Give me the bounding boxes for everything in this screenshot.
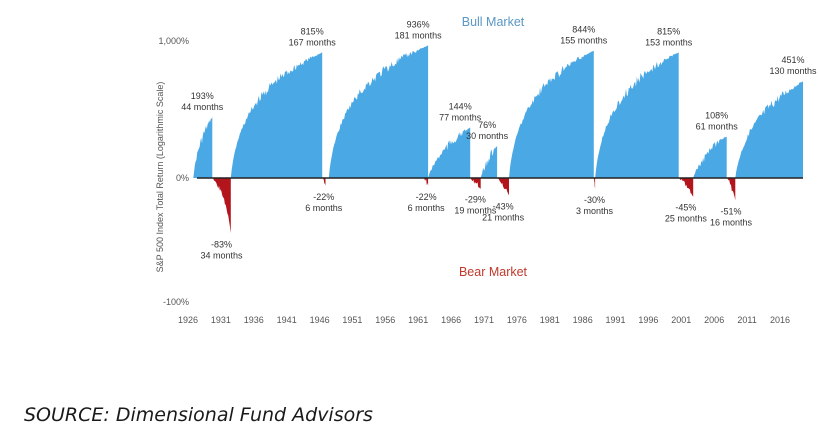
bull-duration-label: 30 months	[466, 131, 509, 141]
x-tick-labels: 1926 1931 1936 1941 1946 1951 1956 1961 1966 1971…	[178, 315, 790, 325]
x-tick-label: 1961	[408, 315, 428, 325]
x-tick-label: 1936	[244, 315, 264, 325]
x-tick-label: 1991	[605, 315, 625, 325]
bull-duration-label: 167 months	[289, 37, 337, 47]
bull-return-label: 451%	[781, 55, 804, 65]
bear-market-area	[212, 178, 231, 234]
bull-duration-label: 61 months	[696, 122, 739, 132]
bear-return-label: -83%	[211, 239, 232, 249]
bull-return-label: 144%	[449, 101, 472, 111]
bull-market-zone-label: Bull Market	[462, 15, 525, 29]
bear-duration-label: 6 months	[305, 203, 343, 213]
x-tick-label: 1996	[638, 315, 658, 325]
bear-market-area	[424, 178, 429, 186]
x-tick-label: 1981	[540, 315, 560, 325]
y-tick-label: 0%	[176, 173, 189, 183]
bull-return-label: 76%	[478, 120, 496, 130]
x-tick-label: 1976	[507, 315, 527, 325]
bear-market-area	[678, 178, 694, 197]
bear-market-area	[593, 178, 596, 190]
x-tick-label: 2006	[704, 315, 724, 325]
x-tick-label: 2011	[737, 315, 756, 325]
bear-return-label: -45%	[675, 203, 696, 213]
bear-market-area	[497, 178, 509, 196]
y-tick-labels: 1,000% 0% -100%	[158, 36, 189, 307]
bear-return-label: -30%	[584, 195, 605, 205]
x-tick-label: 2016	[770, 315, 790, 325]
x-tick-label: 1931	[211, 315, 231, 325]
x-tick-label: 1926	[178, 315, 198, 325]
bull-duration-label: 130 months	[769, 66, 817, 76]
bull-duration-label: 44 months	[181, 102, 224, 112]
bull-duration-label: 153 months	[645, 37, 693, 47]
bull-market-area	[480, 145, 498, 178]
bear-duration-label: 34 months	[200, 250, 243, 260]
y-tick-label: -100%	[163, 297, 189, 307]
bull-bear-market-chart: 1,000%0%-100% 1926 1931 1936 1941 1946 1951 19…	[155, 15, 817, 325]
x-tick-label: 1951	[342, 315, 362, 325]
bull-duration-label: 77 months	[439, 112, 482, 122]
bull-return-label: 815%	[657, 26, 680, 36]
bear-market-area	[322, 178, 326, 186]
bull-return-label: 936%	[407, 19, 430, 29]
bear-market-area	[470, 178, 481, 189]
x-tick-label: 1956	[375, 315, 395, 325]
bear-duration-label: 21 months	[482, 213, 525, 223]
bear-return-label: -22%	[416, 192, 437, 202]
bull-market-area	[595, 52, 679, 178]
bull-market-area	[230, 52, 323, 178]
bear-return-label: -29%	[465, 195, 486, 205]
source-caption: SOURCE: Dimensional Fund Advisors	[24, 404, 373, 426]
bear-duration-label: 19 months	[454, 206, 497, 216]
bull-return-label: 815%	[301, 26, 324, 36]
x-tick-label: 1986	[573, 315, 593, 325]
bear-duration-label: 16 months	[710, 217, 753, 227]
bear-duration-label: 3 months	[576, 206, 614, 216]
bull-market-area	[509, 50, 594, 179]
bull-return-label: 193%	[191, 91, 214, 101]
bear-return-label: -22%	[313, 192, 334, 202]
bull-market-area	[735, 81, 803, 178]
bull-market-area	[693, 136, 727, 178]
chart-areas	[193, 45, 803, 234]
x-tick-label: 1966	[441, 315, 461, 325]
bear-duration-label: 6 months	[408, 203, 446, 213]
bull-duration-label: 181 months	[395, 30, 443, 40]
bull-return-label: 108%	[705, 111, 728, 121]
bull-market-area	[193, 117, 213, 178]
bear-duration-label: 25 months	[665, 214, 708, 224]
y-axis-label: S&P 500 Index Total Return (Logarithmic …	[155, 82, 165, 273]
bear-return-label: -51%	[720, 206, 741, 216]
bear-return-label: -43%	[493, 202, 514, 212]
x-tick-label: 2001	[671, 315, 691, 325]
bear-market-area	[726, 178, 736, 201]
bull-return-label: 844%	[572, 25, 595, 35]
y-tick-label: 1,000%	[158, 36, 189, 46]
x-tick-label: 1946	[310, 315, 330, 325]
bull-market-area	[328, 45, 429, 179]
bull-duration-label: 155 months	[560, 36, 608, 46]
bull-market-area	[428, 127, 471, 178]
x-tick-label: 1941	[277, 315, 297, 325]
x-tick-label: 1971	[474, 315, 494, 325]
bear-market-zone-label: Bear Market	[459, 265, 528, 279]
